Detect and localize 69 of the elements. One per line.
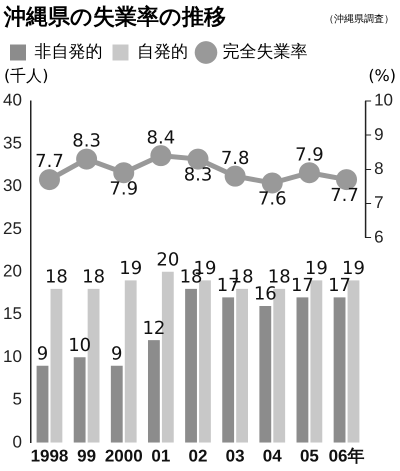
y-tick-label: 30: [2, 176, 22, 196]
data-label: 8.4: [146, 127, 176, 148]
point: [38, 169, 60, 190]
data-label: 9: [111, 343, 122, 364]
y2-axis-title: (%): [368, 66, 396, 85]
data-label: 8.3: [72, 130, 101, 152]
bar: [110, 366, 123, 443]
legend-label: 完全失業率: [222, 42, 308, 62]
y2-tick-label: 8: [374, 159, 384, 178]
data-label: 7.7: [35, 151, 64, 172]
bar: [185, 288, 197, 443]
y-tick-label: 35: [2, 133, 22, 152]
x-tick-label: 99: [77, 446, 96, 466]
bar: [259, 306, 272, 443]
x-tick-label: 1998: [30, 446, 68, 466]
data-label: 7.6: [258, 188, 287, 210]
x-tick-label: 05: [300, 446, 319, 466]
point: [298, 162, 320, 184]
data-label: 12: [142, 318, 166, 339]
data-label: 16: [254, 284, 277, 305]
bar: [148, 340, 160, 443]
y-tick-label: 20: [2, 261, 22, 280]
data-label: 7.9: [295, 144, 324, 166]
legend-label: 自発的: [137, 42, 188, 62]
x-tick-label: 03: [226, 446, 245, 466]
x-tick-label: 02: [188, 446, 208, 466]
y2-tick-label: 7: [374, 193, 384, 212]
bar: [296, 297, 308, 443]
y-tick-label: 25: [2, 218, 22, 238]
legend-label: 非自発的: [34, 42, 102, 62]
data-label: 7.9: [109, 178, 138, 200]
data-label: 7.8: [220, 148, 250, 169]
data-label: 20: [156, 249, 180, 270]
bar: [36, 366, 48, 443]
point: [150, 145, 172, 166]
chart-title: 沖縄県の失業率の推移: [4, 4, 226, 32]
y-tick-label: 15: [2, 304, 22, 324]
bar: [334, 297, 346, 443]
data-label: 19: [119, 258, 142, 280]
y-tick-label: 40: [2, 90, 22, 110]
y2-tick-label: 10: [374, 90, 394, 110]
data-label: 17: [290, 275, 314, 296]
bar: [124, 280, 137, 443]
bar: [222, 297, 234, 443]
data-label: 7.7: [330, 185, 359, 206]
data-label: 8.3: [184, 164, 212, 186]
y2-tick-label: 9: [374, 124, 384, 144]
y-axis-title: (千人): [4, 66, 48, 87]
point: [76, 148, 98, 170]
x-tick-label: 2000: [104, 446, 143, 466]
bar: [74, 357, 86, 443]
data-label: 9: [36, 343, 48, 364]
y2-tick-label: 6: [374, 227, 384, 246]
data-label: 17: [328, 275, 352, 296]
bar: [348, 280, 360, 443]
point: [224, 166, 246, 187]
data-label: 18: [82, 266, 106, 288]
bar: [50, 288, 62, 443]
text: （沖縄県調査）: [324, 12, 394, 26]
y-tick-label: 5: [12, 390, 22, 409]
data-label: 10: [68, 334, 92, 356]
y-tick-label: 10: [2, 346, 22, 366]
y-tick-label: 0: [12, 432, 22, 452]
x-tick-label: 04: [262, 446, 282, 466]
bar: [236, 288, 248, 443]
x-tick-label: 01: [151, 446, 170, 466]
data-label: 18: [44, 266, 68, 288]
x-tick-label: 06年: [328, 446, 364, 466]
bar: [162, 272, 174, 443]
